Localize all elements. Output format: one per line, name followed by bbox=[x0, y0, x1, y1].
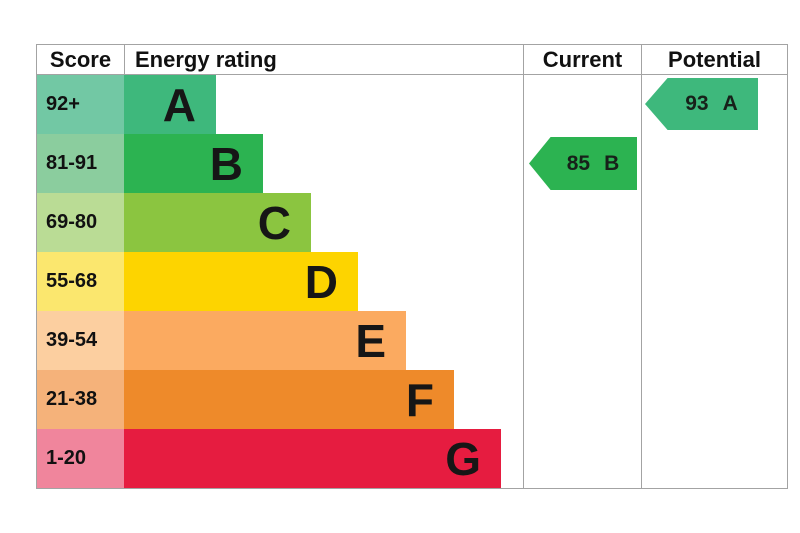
score-range-a: 92+ bbox=[37, 75, 124, 134]
energy-rating-column-header: Energy rating bbox=[124, 45, 523, 75]
potential-column-header: Potential bbox=[641, 45, 787, 75]
score-range-d: 55-68 bbox=[37, 252, 124, 311]
score-range-g: 1-20 bbox=[37, 429, 124, 488]
band-bar-g: G bbox=[124, 429, 501, 488]
band-row-g: G bbox=[124, 429, 523, 488]
band-letter-e: E bbox=[355, 314, 386, 367]
epc-chart: Score Energy rating Current Potential 92… bbox=[36, 44, 788, 489]
potential-rating-value: 93 bbox=[685, 92, 709, 115]
band-letter-c: C bbox=[257, 196, 291, 249]
band-row-f: F bbox=[124, 370, 523, 429]
band-letter-f: F bbox=[405, 373, 434, 426]
band-letter-a: A bbox=[162, 78, 196, 131]
score-range-f: 21-38 bbox=[37, 370, 124, 429]
score-range-b: 81-91 bbox=[37, 134, 124, 193]
band-letter-d: D bbox=[304, 255, 338, 308]
potential-rating-arrow: 93 A bbox=[645, 78, 758, 130]
band-bar-a: A bbox=[124, 75, 216, 134]
current-rating-band: B bbox=[604, 151, 620, 175]
score-column-header: Score bbox=[37, 45, 124, 75]
score-range-e: 39-54 bbox=[37, 311, 124, 370]
band-bar-b: B bbox=[124, 134, 263, 193]
band-bar-d: D bbox=[124, 252, 358, 311]
band-letter-b: B bbox=[209, 137, 243, 190]
band-row-d: D bbox=[124, 252, 523, 311]
current-column-header: Current bbox=[523, 45, 641, 75]
potential-rating-band: A bbox=[722, 92, 738, 115]
band-row-c: C bbox=[124, 193, 523, 252]
current-rating-arrow: 85 B bbox=[529, 137, 637, 190]
band-row-b: B bbox=[124, 134, 523, 193]
band-row-a: A bbox=[124, 75, 523, 134]
current-rating-value: 85 bbox=[566, 151, 591, 175]
band-row-e: E bbox=[124, 311, 523, 370]
band-bar-c: C bbox=[124, 193, 311, 252]
band-bar-f: F bbox=[124, 370, 454, 429]
band-bar-e: E bbox=[124, 311, 406, 370]
potential-column: 93 A bbox=[641, 75, 787, 488]
band-letter-g: G bbox=[445, 432, 481, 485]
score-range-c: 69-80 bbox=[37, 193, 124, 252]
current-column: 85 B bbox=[523, 75, 641, 488]
